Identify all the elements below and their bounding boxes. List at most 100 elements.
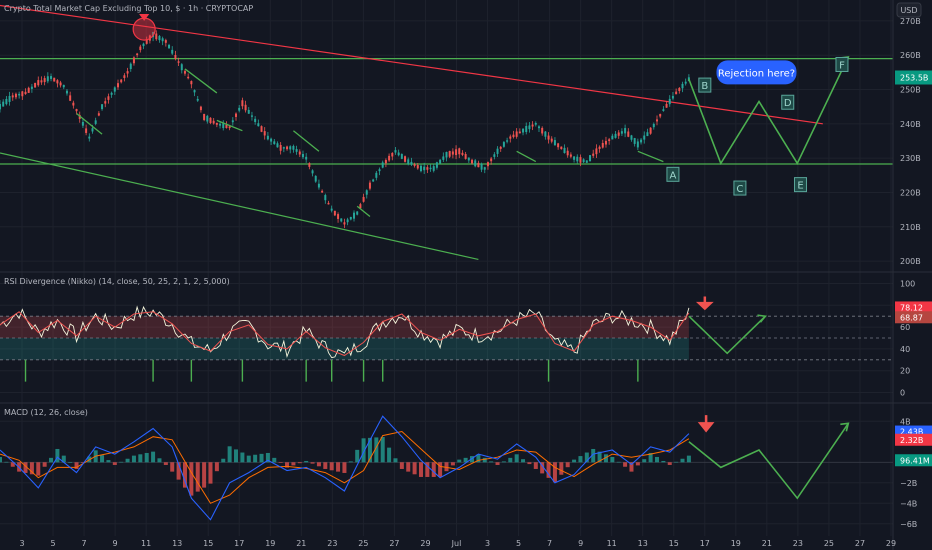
candle-body	[630, 135, 633, 140]
macd-histogram-bar	[74, 462, 79, 469]
candle-body	[203, 113, 206, 120]
candle-body	[528, 125, 531, 130]
macd-histogram-bar	[482, 457, 487, 463]
wave-label: C	[736, 184, 743, 195]
time-tick-label: 5	[50, 539, 55, 548]
macd-histogram-bar	[444, 462, 449, 472]
candle-body	[132, 57, 135, 64]
time-tick-label: 15	[669, 539, 679, 548]
top-highlight-circle[interactable]	[132, 17, 156, 41]
time-axis[interactable]: 3 5 7 9 11 13 15 17 19 21 23 25 27 29 Jul 3 5 7 9 11 13 15 17 1…	[19, 539, 896, 548]
callout-text: Rejection here?	[718, 68, 795, 79]
macd-histogram-bar	[304, 460, 309, 463]
wave-label-box[interactable]	[666, 166, 680, 182]
candle-body	[455, 149, 458, 156]
projected-path-line[interactable]	[688, 56, 850, 166]
time-tick-label: 3	[19, 539, 24, 548]
candle-body	[59, 82, 62, 86]
candle-body	[273, 141, 276, 145]
candle-body	[164, 40, 167, 43]
candle-body	[14, 93, 17, 98]
macd-histogram-bar	[182, 462, 187, 488]
candle-body	[266, 135, 269, 140]
currency-button[interactable]	[896, 2, 922, 18]
macd-signal-line[interactable]	[0, 430, 690, 504]
candle-body	[560, 146, 563, 150]
macd-histogram-bar	[234, 449, 239, 463]
candle-body	[531, 124, 534, 127]
macd-pane[interactable]	[0, 415, 893, 521]
macd-histogram-bar	[138, 454, 143, 463]
macd-histogram-bar	[540, 462, 545, 474]
lower-channel-line[interactable]	[0, 152, 479, 261]
wave-label-box[interactable]	[733, 180, 747, 196]
candle-body	[365, 190, 368, 195]
macd-histogram-bar	[285, 462, 290, 468]
macd-histogram-bar	[380, 436, 385, 463]
wave-label-box[interactable]	[781, 94, 795, 110]
price-pane[interactable]: A B C D E F Rejection here?	[0, 4, 893, 261]
wave-label-box[interactable]	[835, 56, 849, 72]
rsi-projection-line[interactable]	[688, 315, 766, 355]
candle-body	[388, 155, 391, 161]
candle-body	[126, 71, 129, 74]
macd-projection-line[interactable]	[688, 422, 849, 500]
macd-histogram-bar	[131, 455, 136, 463]
candle-body	[404, 156, 407, 162]
candle-body	[563, 147, 566, 154]
macd-histogram-bar	[450, 462, 455, 466]
macd-badge-label: 96.41M	[900, 456, 930, 465]
wave-label-box[interactable]	[794, 177, 808, 193]
candle-body	[541, 127, 544, 134]
price-badge-label: 253.5B	[900, 74, 928, 83]
candle-body	[678, 88, 681, 92]
candle-body	[547, 135, 550, 140]
candle-body	[238, 107, 241, 111]
macd-histogram-bar	[572, 459, 577, 463]
candle-body	[362, 196, 365, 202]
time-tick-label: 29	[886, 539, 896, 548]
macd-histogram-bar	[214, 462, 219, 472]
swing-drawing-segment	[356, 205, 371, 218]
candle-body	[317, 183, 320, 188]
macd-line[interactable]	[0, 415, 690, 521]
macd-histogram-bar	[686, 455, 691, 463]
descending-trendline[interactable]	[0, 4, 823, 125]
candle-body	[573, 156, 576, 160]
candle-body	[276, 143, 279, 148]
candle-body	[88, 136, 91, 139]
candle-body	[458, 148, 461, 155]
axis-tick-label: 210B	[900, 223, 921, 232]
macd-histogram-bar	[278, 462, 283, 463]
swing-drawing-segment	[184, 68, 218, 94]
macd-histogram-bar	[654, 456, 659, 463]
candle-body	[448, 151, 451, 157]
candle-body	[171, 49, 174, 54]
price-axis[interactable]: 270B260B250B240B230B220B210B200B10080604…	[895, 17, 932, 529]
macd-histogram-bar	[374, 437, 379, 463]
callout-bubble[interactable]	[716, 60, 797, 85]
macd-histogram-bar	[476, 454, 481, 463]
macd-histogram-bar	[49, 457, 54, 463]
rsi-smoothed-line[interactable]	[0, 311, 690, 357]
rsi-line[interactable]	[0, 305, 690, 359]
candle-body	[308, 163, 311, 167]
macd-histogram-bar	[23, 462, 28, 473]
candle-body	[400, 154, 403, 159]
candle-body	[499, 146, 502, 149]
candle-body	[0, 104, 1, 110]
candle-body	[247, 109, 250, 114]
candle-body	[423, 166, 426, 171]
time-tick-label: 19	[265, 539, 275, 548]
macd-histogram-bar	[240, 452, 245, 463]
candle-body	[483, 167, 486, 170]
candle-body	[225, 124, 228, 129]
candle-body	[158, 35, 161, 41]
candle-body	[129, 63, 132, 69]
axis-tick-label: 240B	[900, 120, 921, 129]
candle-body	[464, 154, 467, 159]
wave-label-box[interactable]	[698, 77, 712, 93]
axis-tick-label: 100	[900, 279, 915, 288]
rsi-pane[interactable]	[0, 296, 893, 382]
